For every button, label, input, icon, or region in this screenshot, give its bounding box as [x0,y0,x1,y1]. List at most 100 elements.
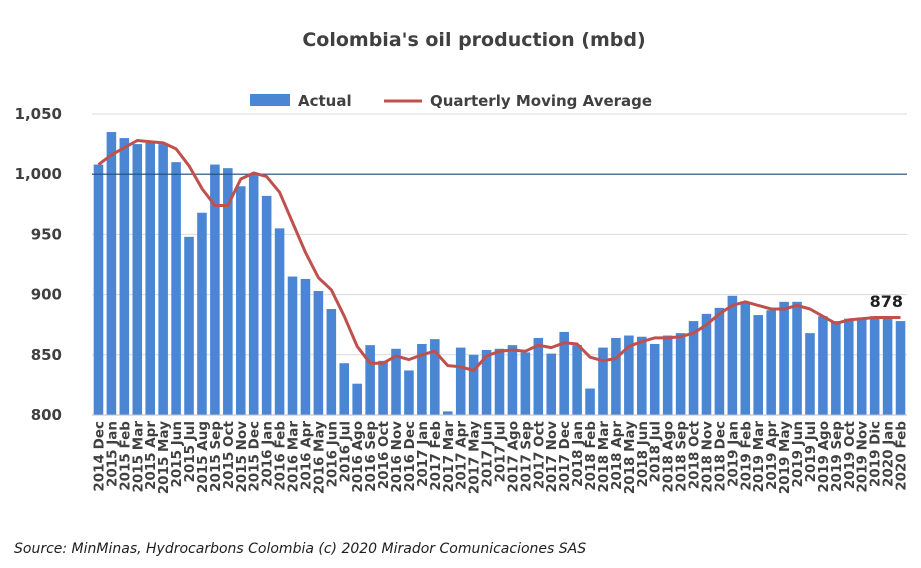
x-tick-label: 2015 Feb [117,421,133,491]
x-tick-label: 2019 Jan [725,421,741,487]
bar-series-actual [93,132,906,415]
x-tick-label: 2019 Mar [751,421,767,493]
x-tick-label: 2018 Ago [661,421,677,493]
bar [468,354,479,415]
x-tick-label: 2015 May [156,421,172,494]
x-tick-label: 2017 Jul [493,421,509,483]
bar [210,164,220,415]
x-tick-label: 2015 Apr [143,421,159,490]
y-tick-label: 900 [31,286,62,304]
bar [882,316,893,415]
bar [197,212,207,415]
x-tick-label: 2018 Mar [596,421,612,493]
legend-label-actual: Actual [298,92,352,110]
x-tick-label: 2015 Nov [234,421,250,493]
x-tick-label: 2016 Nov [389,421,405,493]
x-tick-label: 2014 Dec [91,421,107,492]
x-tick-label: 2018 Jul [648,421,664,483]
bar [235,186,246,415]
x-tick-label: 2018 Oct [687,420,703,489]
x-tick-label: 2017 Feb [428,421,444,491]
x-tick-label: 2019 Feb [738,421,754,491]
bar [119,138,130,415]
bar [417,343,427,415]
bar [675,333,686,415]
bar [391,348,401,415]
x-tick-label: 2015 Dec [247,421,263,492]
x-tick-label: 2016 Mar [286,421,302,493]
y-axis-ticks: 800 850 900 950 1,000 1,050 [15,105,62,424]
bar [158,144,168,415]
bar [714,307,725,415]
bar [637,336,647,415]
x-tick-label: 2019 Apr [764,421,780,490]
legend: Actual Quarterly Moving Average [250,92,652,110]
x-tick-label: 2017 Mar [441,421,457,493]
x-tick-label: 2015 Mar [130,421,146,493]
x-tick-label: 2018 Apr [609,421,625,490]
x-tick-label: 2018 Jan [570,421,586,487]
x-tick-label: 2017 Jun [480,421,496,488]
x-tick-label: 2015 Sep [208,421,224,492]
bar [287,276,298,415]
bar [171,162,181,415]
last-value-label: 878 [870,292,903,311]
x-tick-label: 2016 Sep [363,421,379,492]
x-tick-label: 2016 May [311,421,327,494]
bar [481,349,492,415]
x-tick-label: 2019 Oct [842,420,858,489]
x-tick-label: 2015 Oct [221,420,237,489]
x-tick-label: 2018 Sep [674,421,690,492]
bar [805,333,815,415]
x-tick-label: 2018 Feb [583,421,599,491]
x-tick-label: 2019 Dic [868,421,884,487]
x-tick-label: 2019 May [777,421,793,494]
x-tick-label: 2018 May [622,421,638,494]
x-tick-label: 2019 Sep [829,421,845,492]
bar [93,164,104,415]
bar [223,168,233,415]
y-tick-label: 850 [31,346,62,364]
bar [326,309,337,415]
x-tick-label: 2016 Apr [298,421,314,490]
bar [818,316,828,415]
bar [494,348,505,415]
x-tick-label: 2016 Jul [337,421,353,483]
x-tick-label: 2017 Ago [505,421,521,493]
bar [365,345,375,415]
x-tick-label: 2017 May [467,421,483,494]
x-tick-label: 2017 Apr [454,421,470,490]
y-tick-label: 950 [31,225,62,243]
x-tick-label: 2017 Dec [557,421,573,492]
x-tick-label: 2017 Nov [544,421,560,493]
y-tick-label: 1,000 [15,165,62,183]
bar [274,228,285,415]
bar [624,335,634,415]
bar [430,339,440,415]
bar [507,345,518,415]
x-tick-label: 2018 Nov [699,421,715,493]
x-tick-label: 2016 Ago [350,421,366,493]
oil-production-chart: Colombia's oil production (mbd) Actual Q… [15,29,910,494]
bar [766,310,776,415]
bar [831,321,841,415]
x-tick-label: 2019 Nov [855,421,871,493]
bar [248,174,259,415]
x-tick-label: 2019 Jul [803,421,819,483]
source-note: Source: MinMinas, Hydrocarbons Colombia … [14,541,587,557]
bar [352,383,362,415]
x-tick-label: 2015 Jan [104,421,120,487]
x-tick-label: 2016 Oct [376,420,392,489]
bar [339,363,350,415]
legend-label-moving-average: Quarterly Moving Average [430,92,652,110]
y-tick-label: 800 [31,406,62,424]
bar [261,195,272,415]
bar [727,295,738,415]
bar [895,321,906,415]
x-tick-label: 2015 Jun [169,421,185,488]
x-tick-label: 2020 Feb [894,421,910,491]
bar [533,337,544,415]
legend-swatch-actual [250,94,290,106]
x-tick-label: 2017 Oct [531,420,547,489]
bar [688,321,699,415]
